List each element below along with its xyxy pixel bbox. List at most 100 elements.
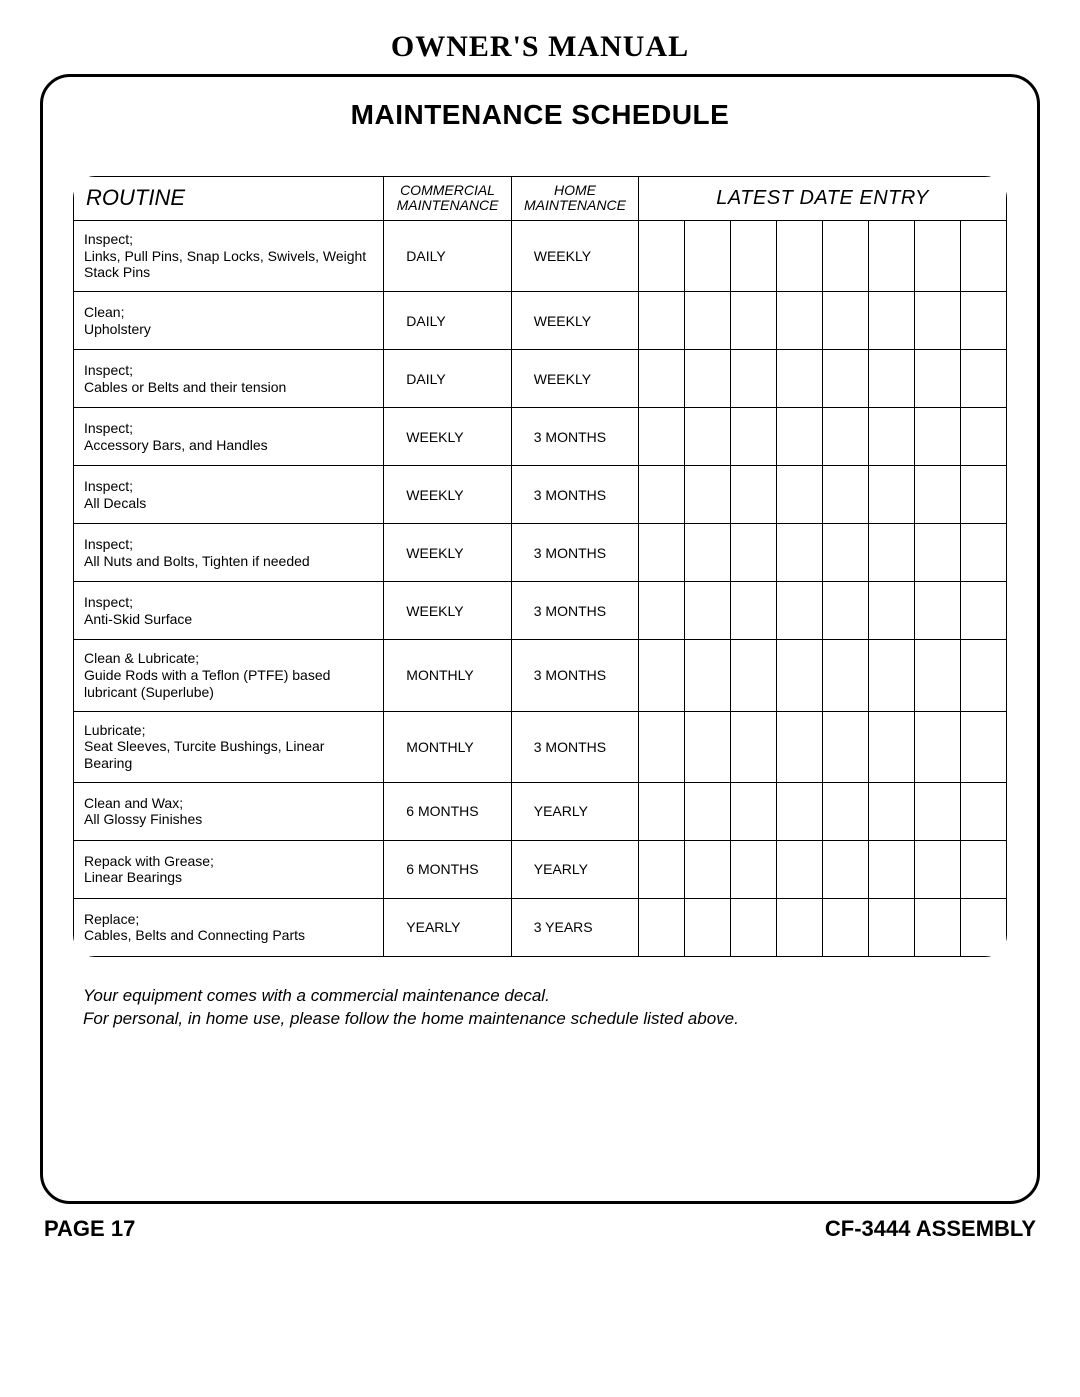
date-entry-cell[interactable] — [915, 292, 961, 350]
date-entry-cell[interactable] — [823, 898, 869, 956]
date-entry-cell[interactable] — [685, 898, 731, 956]
date-entry-cell[interactable] — [777, 466, 823, 524]
date-entry-cell[interactable] — [685, 640, 731, 711]
date-entry-cell[interactable] — [869, 840, 915, 898]
date-entry-cell[interactable] — [685, 782, 731, 840]
date-entry-cell[interactable] — [960, 640, 1006, 711]
date-entry-cell[interactable] — [869, 782, 915, 840]
date-entry-cell[interactable] — [639, 711, 685, 782]
date-entry-cell[interactable] — [915, 524, 961, 582]
date-entry-cell[interactable] — [731, 408, 777, 466]
date-entry-cell[interactable] — [960, 524, 1006, 582]
date-entry-cell[interactable] — [777, 582, 823, 640]
date-entry-cell[interactable] — [869, 408, 915, 466]
date-entry-cell[interactable] — [777, 408, 823, 466]
date-entry-cell[interactable] — [685, 292, 731, 350]
date-entry-cell[interactable] — [685, 524, 731, 582]
date-entry-cell[interactable] — [960, 350, 1006, 408]
date-entry-cell[interactable] — [777, 640, 823, 711]
date-entry-cell[interactable] — [777, 524, 823, 582]
date-entry-cell[interactable] — [915, 640, 961, 711]
date-entry-cell[interactable] — [731, 524, 777, 582]
date-entry-cell[interactable] — [731, 292, 777, 350]
routine-detail: All Nuts and Bolts, Tighten if needed — [84, 553, 310, 569]
date-entry-cell[interactable] — [869, 292, 915, 350]
date-entry-cell[interactable] — [777, 898, 823, 956]
date-entry-cell[interactable] — [823, 466, 869, 524]
date-entry-cell[interactable] — [685, 408, 731, 466]
date-entry-cell[interactable] — [731, 582, 777, 640]
date-entry-cell[interactable] — [639, 292, 685, 350]
date-entry-cell[interactable] — [960, 220, 1006, 291]
date-entry-cell[interactable] — [869, 582, 915, 640]
date-entry-cell[interactable] — [731, 350, 777, 408]
date-entry-cell[interactable] — [639, 408, 685, 466]
date-entry-cell[interactable] — [731, 840, 777, 898]
date-entry-cell[interactable] — [777, 350, 823, 408]
date-entry-cell[interactable] — [639, 782, 685, 840]
date-entry-cell[interactable] — [731, 711, 777, 782]
date-entry-cell[interactable] — [960, 292, 1006, 350]
date-entry-cell[interactable] — [823, 524, 869, 582]
date-entry-cell[interactable] — [823, 840, 869, 898]
date-entry-cell[interactable] — [685, 350, 731, 408]
date-entry-cell[interactable] — [639, 898, 685, 956]
date-entry-cell[interactable] — [960, 782, 1006, 840]
date-entry-cell[interactable] — [869, 640, 915, 711]
date-entry-cell[interactable] — [823, 220, 869, 291]
routine-action: Inspect; — [84, 478, 375, 495]
date-entry-cell[interactable] — [731, 782, 777, 840]
date-entry-cell[interactable] — [960, 582, 1006, 640]
date-entry-cell[interactable] — [915, 220, 961, 291]
date-entry-cell[interactable] — [915, 898, 961, 956]
date-entry-cell[interactable] — [915, 840, 961, 898]
date-entry-cell[interactable] — [915, 350, 961, 408]
date-entry-cell[interactable] — [777, 840, 823, 898]
date-entry-cell[interactable] — [685, 466, 731, 524]
date-entry-cell[interactable] — [731, 220, 777, 291]
date-entry-cell[interactable] — [915, 408, 961, 466]
date-entry-cell[interactable] — [823, 711, 869, 782]
date-entry-cell[interactable] — [915, 711, 961, 782]
date-entry-cell[interactable] — [869, 466, 915, 524]
date-entry-cell[interactable] — [869, 524, 915, 582]
date-entry-cell[interactable] — [869, 220, 915, 291]
date-entry-cell[interactable] — [777, 782, 823, 840]
date-entry-cell[interactable] — [731, 466, 777, 524]
date-entry-cell[interactable] — [823, 350, 869, 408]
date-entry-cell[interactable] — [960, 711, 1006, 782]
date-entry-cell[interactable] — [639, 350, 685, 408]
date-entry-cell[interactable] — [823, 782, 869, 840]
date-entry-cell[interactable] — [731, 898, 777, 956]
routine-action: Clean and Wax; — [84, 795, 375, 812]
date-entry-cell[interactable] — [915, 466, 961, 524]
date-entry-cell[interactable] — [869, 350, 915, 408]
date-entry-cell[interactable] — [960, 466, 1006, 524]
date-entry-cell[interactable] — [823, 408, 869, 466]
date-entry-cell[interactable] — [731, 640, 777, 711]
date-entry-cell[interactable] — [777, 220, 823, 291]
date-entry-cell[interactable] — [639, 220, 685, 291]
date-entry-cell[interactable] — [639, 524, 685, 582]
date-entry-cell[interactable] — [823, 292, 869, 350]
date-entry-cell[interactable] — [685, 711, 731, 782]
date-entry-cell[interactable] — [915, 582, 961, 640]
date-entry-cell[interactable] — [869, 711, 915, 782]
date-entry-cell[interactable] — [960, 408, 1006, 466]
date-entry-cell[interactable] — [869, 898, 915, 956]
date-entry-cell[interactable] — [823, 640, 869, 711]
date-entry-cell[interactable] — [639, 640, 685, 711]
date-entry-cell[interactable] — [960, 840, 1006, 898]
date-entry-cell[interactable] — [823, 582, 869, 640]
date-entry-cell[interactable] — [960, 898, 1006, 956]
date-entry-cell[interactable] — [777, 292, 823, 350]
date-entry-cell[interactable] — [685, 220, 731, 291]
routine-detail: Links, Pull Pins, Snap Locks, Swivels, W… — [84, 248, 366, 281]
date-entry-cell[interactable] — [915, 782, 961, 840]
date-entry-cell[interactable] — [685, 582, 731, 640]
date-entry-cell[interactable] — [639, 582, 685, 640]
date-entry-cell[interactable] — [639, 840, 685, 898]
date-entry-cell[interactable] — [685, 840, 731, 898]
date-entry-cell[interactable] — [639, 466, 685, 524]
date-entry-cell[interactable] — [777, 711, 823, 782]
